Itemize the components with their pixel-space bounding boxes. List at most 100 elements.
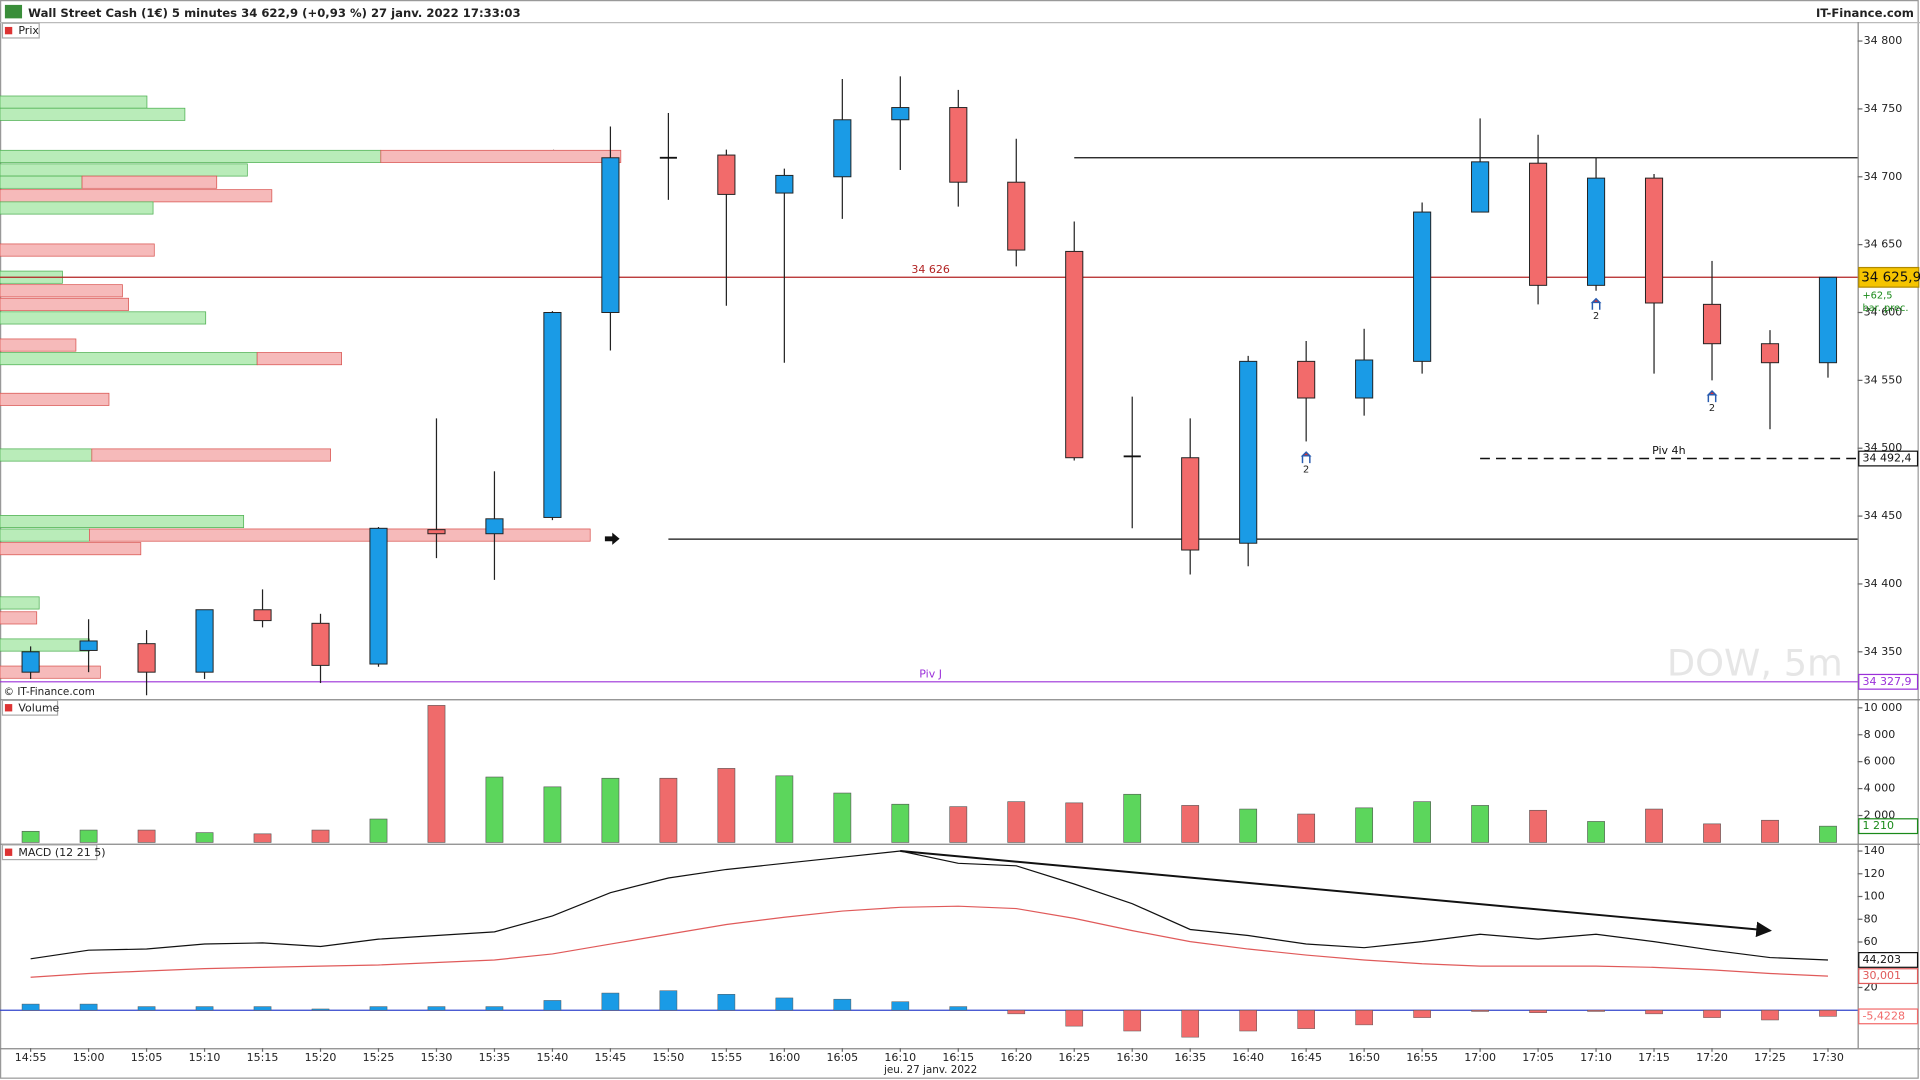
- volume-bar: [1761, 819, 1779, 843]
- candle-body: [1297, 360, 1316, 399]
- volume-bar: [949, 806, 968, 843]
- candle-body: [79, 640, 98, 651]
- x-tick-label: 16:20: [1000, 1051, 1032, 1064]
- candle-body: [1529, 162, 1548, 286]
- x-tick-label: 16:10: [884, 1051, 916, 1064]
- last-change: +62,5: [1862, 291, 1892, 302]
- candle-body: [775, 174, 794, 194]
- volume-bar: [659, 777, 678, 843]
- volume-bar: [1413, 801, 1432, 843]
- profile-buy: [0, 515, 245, 529]
- histogram-bar: [369, 1006, 388, 1011]
- profile-buy: [0, 95, 148, 109]
- volume-bar: [369, 818, 388, 843]
- histogram-bar: [891, 1001, 910, 1011]
- profile-sell: [91, 448, 331, 462]
- candle-body: [717, 154, 736, 195]
- candle-body: [833, 119, 852, 178]
- profile-buy: [0, 528, 90, 542]
- level-label: 34 626: [911, 263, 950, 276]
- histogram-bar: [195, 1006, 214, 1011]
- volume-bar: [543, 786, 562, 843]
- histogram-bar: [1471, 1009, 1489, 1012]
- signal-marker: [1300, 451, 1312, 464]
- y-tick-label: 34 450: [1864, 509, 1903, 522]
- x-tick-label: 17:05: [1522, 1051, 1554, 1064]
- value-badge-label: 34 492,4: [1862, 452, 1911, 465]
- x-tick-label: 15:55: [710, 1051, 742, 1064]
- histogram-bar: [253, 1006, 272, 1011]
- x-tick-label: 16:00: [768, 1051, 800, 1064]
- candle-body: [1065, 250, 1084, 459]
- volume-bar: [891, 803, 910, 843]
- profile-sell: [0, 611, 38, 625]
- profile-sell: [89, 528, 591, 542]
- histogram-bar: [1587, 1009, 1605, 1012]
- copyright: © IT-Finance.com: [4, 686, 95, 698]
- candle-body: [427, 529, 446, 535]
- y-tick-label: 140: [1864, 844, 1885, 857]
- volume-bar: [137, 829, 156, 843]
- histogram-bar: [1413, 1009, 1431, 1018]
- panel-label: MACD (12 21 5): [18, 846, 105, 859]
- histogram-bar: [1645, 1009, 1663, 1015]
- volume-bar: [195, 832, 214, 843]
- volume-bar: [1819, 825, 1837, 843]
- histogram-bar: [485, 1006, 504, 1011]
- x-tick-label: 15:35: [479, 1051, 511, 1064]
- volume-bar: [253, 833, 272, 843]
- profile-sell: [0, 338, 77, 352]
- signal-label: 2: [1303, 464, 1309, 475]
- histogram-bar: [79, 1003, 98, 1011]
- icon: [4, 26, 13, 35]
- label-box: [1, 844, 98, 861]
- logo: [4, 4, 23, 19]
- y-tick-label: 34 650: [1864, 238, 1903, 251]
- profile-sell: [0, 189, 273, 203]
- profile-buy: [0, 596, 40, 610]
- x-tick-label: 17:20: [1696, 1051, 1728, 1064]
- candle-body: [253, 609, 272, 622]
- histogram-bar: [543, 1000, 562, 1011]
- volume-bar: [1529, 809, 1547, 843]
- profile-sell: [256, 352, 342, 366]
- profile-buy: [0, 175, 83, 189]
- y-tick-label: 34 700: [1864, 170, 1903, 183]
- candle-body: [543, 312, 562, 518]
- volume-bar: [1355, 807, 1374, 843]
- signal-label: 2: [1709, 403, 1715, 414]
- x-tick-label: 17:15: [1638, 1051, 1670, 1064]
- histogram-bar: [1007, 1009, 1026, 1015]
- y-tick-label: 120: [1864, 867, 1885, 880]
- histogram-bar: [1355, 1009, 1373, 1026]
- level-label: Piv J: [919, 667, 942, 680]
- panel-label: Volume: [18, 701, 59, 714]
- volume-bar: [485, 776, 504, 843]
- y-tick-label: 34 400: [1864, 577, 1903, 590]
- candle-body: [1471, 161, 1490, 213]
- profile-sell: [0, 392, 110, 406]
- macd-line: [30, 905, 1829, 978]
- histogram-bar: [1703, 1009, 1721, 1018]
- volume-bar: [1645, 808, 1663, 843]
- x-tick-label: 15:10: [189, 1051, 221, 1064]
- label-box: [1, 699, 59, 716]
- candle-body: [659, 156, 677, 159]
- volume-bar: [427, 705, 446, 843]
- volume-bar: [1007, 801, 1026, 843]
- header: Wall Street Cash (1€) 5 minutes 34 622,9…: [4, 4, 1914, 20]
- icon: [4, 704, 13, 712]
- y-tick-label: 10 000: [1864, 701, 1903, 714]
- x-tick-label: 17:10: [1580, 1051, 1612, 1064]
- watermark: DOW, 5m: [1667, 641, 1843, 684]
- y-tick-label: 100: [1864, 890, 1885, 903]
- candle-body: [1413, 211, 1432, 362]
- y-tick-label: 8 000: [1864, 728, 1896, 741]
- last-price-label: 34 625,9: [1861, 270, 1920, 285]
- x-tick-label: 15:00: [73, 1051, 105, 1064]
- y-tick-label: 34 800: [1864, 34, 1903, 47]
- y-tick-label: 34 750: [1864, 102, 1903, 115]
- x-tick-label: 15:15: [247, 1051, 279, 1064]
- y-tick-label: 80: [1864, 912, 1878, 925]
- x-tick-label: 16:25: [1058, 1051, 1090, 1064]
